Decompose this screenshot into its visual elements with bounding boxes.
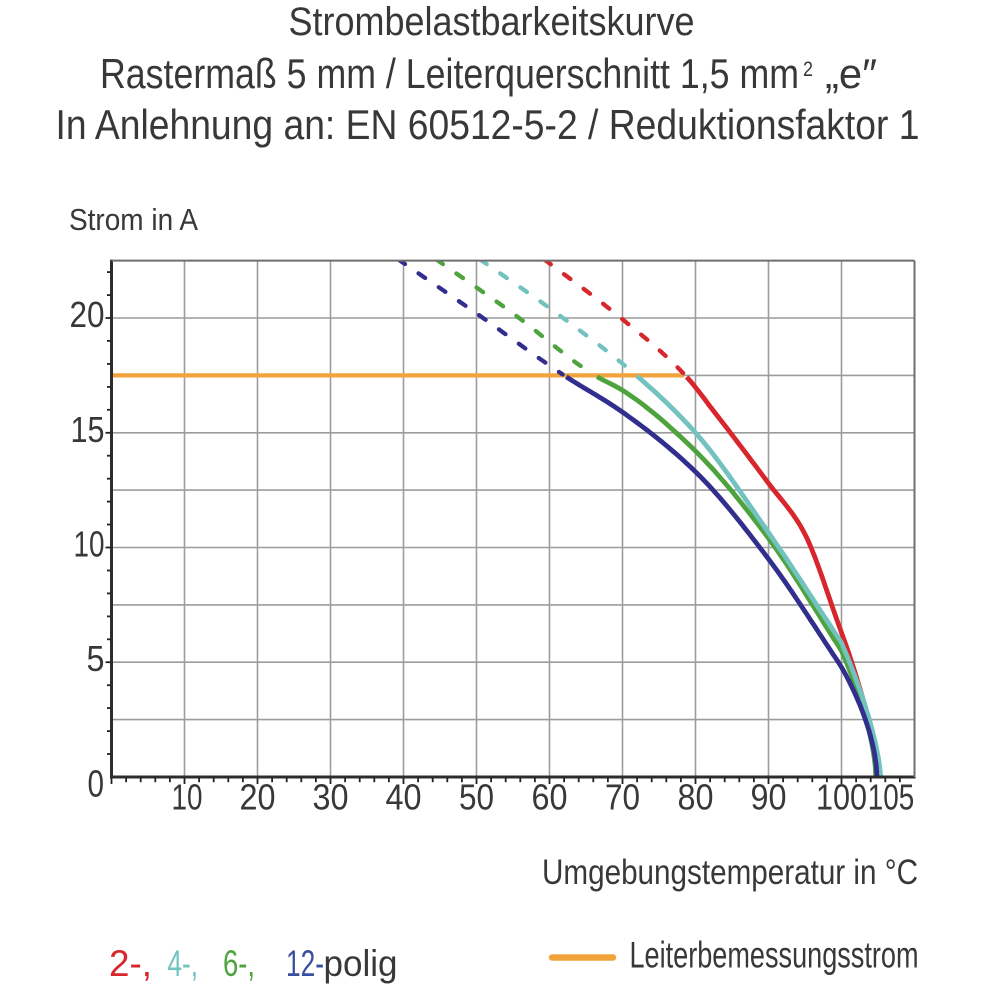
svg-text:In Anlehnung an: EN 60512-5-2: In Anlehnung an: EN 60512-5-2 / Reduktio… bbox=[56, 101, 920, 148]
svg-text:90: 90 bbox=[751, 777, 787, 818]
svg-text:Strombelastbarkeitskurve: Strombelastbarkeitskurve bbox=[289, 0, 695, 44]
svg-text:polig: polig bbox=[324, 943, 398, 984]
svg-text:10: 10 bbox=[172, 777, 203, 818]
svg-text:50: 50 bbox=[459, 777, 494, 818]
svg-text:30: 30 bbox=[313, 777, 349, 818]
svg-text:80: 80 bbox=[678, 777, 714, 818]
svg-text:2-,: 2-, bbox=[109, 943, 152, 984]
svg-text:0: 0 bbox=[88, 764, 105, 806]
svg-text:60: 60 bbox=[532, 777, 568, 818]
svg-text:40: 40 bbox=[386, 777, 422, 818]
svg-text:100: 100 bbox=[816, 777, 867, 818]
svg-text:20: 20 bbox=[240, 777, 276, 818]
svg-text:Strom in A: Strom in A bbox=[69, 202, 198, 237]
svg-text:70: 70 bbox=[605, 777, 640, 818]
svg-text:15: 15 bbox=[71, 409, 105, 450]
svg-text:10: 10 bbox=[74, 524, 105, 565]
svg-text:Leiterbemessungsstrom: Leiterbemessungsstrom bbox=[630, 935, 919, 976]
svg-text:20: 20 bbox=[70, 294, 105, 335]
svg-text:2: 2 bbox=[803, 58, 813, 81]
svg-text:5: 5 bbox=[87, 638, 105, 679]
svg-text:Rastermaß 5 mm / Leiterquersch: Rastermaß 5 mm / Leiterquerschnitt 1,5 m… bbox=[100, 50, 799, 97]
svg-text:105: 105 bbox=[868, 777, 915, 818]
svg-text:12-: 12- bbox=[286, 943, 324, 984]
svg-text:4-,: 4-, bbox=[168, 943, 199, 984]
svg-text:„e″: „e″ bbox=[825, 50, 877, 97]
svg-text:6-,: 6-, bbox=[223, 943, 255, 984]
svg-text:Umgebungstemperatur in °C: Umgebungstemperatur in °C bbox=[542, 853, 918, 892]
